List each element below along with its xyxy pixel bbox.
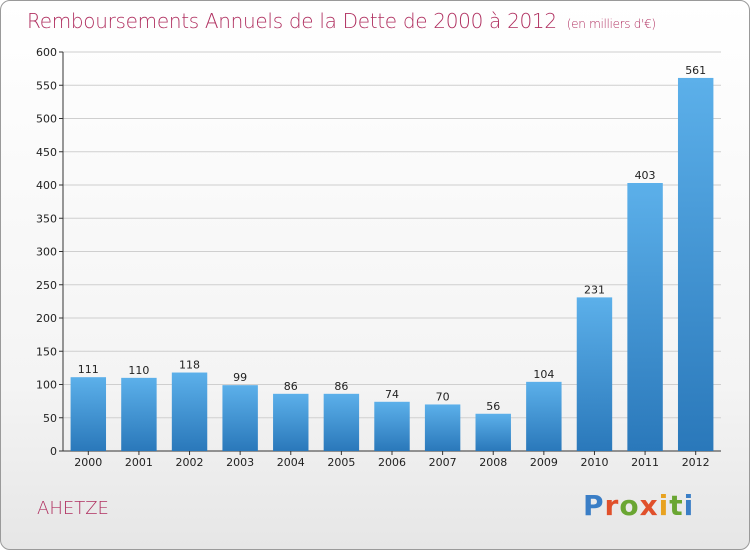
y-tick-label: 500 [36,113,57,126]
commune-name: AHETZE [37,498,109,519]
y-tick-label: 100 [36,379,57,392]
y-tick-label: 250 [36,279,57,292]
y-tick-label: 350 [36,212,57,225]
bar-value-label: 86 [284,380,298,393]
x-tick-label: 2007 [429,456,457,469]
bar [526,381,562,451]
bar-value-label: 561 [685,64,706,77]
x-tick-label: 2006 [378,456,406,469]
x-tick-label: 2011 [631,456,659,469]
bar [627,183,663,451]
bar [171,372,208,451]
bar [677,77,714,451]
y-tick-label: 50 [43,412,57,425]
bars [70,77,714,451]
bar [374,401,410,451]
labels: 0 50 100 150 200 250 300 350 400 450 500 550 600 111 2… [36,46,710,469]
y-tick-label: 200 [36,312,57,325]
bar-value-label: 99 [233,371,247,384]
y-tick-label: 0 [50,445,57,458]
bar [273,393,309,451]
y-tick-label: 150 [36,345,57,358]
bar-value-label: 56 [486,400,500,413]
bar [424,404,461,451]
y-tick-label: 600 [36,46,57,59]
y-tick-label: 450 [36,146,57,159]
x-tick-label: 2012 [682,456,710,469]
x-tick-label: 2004 [277,456,305,469]
bar-value-label: 118 [179,359,200,372]
bar-value-label: 70 [436,390,450,403]
y-tick-label: 400 [36,179,57,192]
x-tick-label: 2005 [327,456,355,469]
bar-value-label: 231 [584,283,605,296]
bar [121,377,157,451]
bar-value-label: 74 [385,388,399,401]
bar [475,413,511,451]
bar-value-label: 86 [334,380,348,393]
x-tick-label: 2002 [176,456,204,469]
chart-title-text: Remboursements Annuels de la Dette de 20… [27,9,557,33]
bar [70,377,107,451]
bar-value-label: 110 [128,364,149,377]
bar [323,393,360,451]
bar [222,385,258,451]
y-tick-label: 300 [36,246,57,259]
x-tick-label: 2010 [580,456,608,469]
chart-title: Remboursements Annuels de la Dette de 20… [27,9,656,33]
x-tick-label: 2008 [479,456,507,469]
bar-value-label: 111 [78,363,99,376]
x-tick-label: 2000 [74,456,102,469]
bar-value-label: 403 [635,169,656,182]
y-tick-label: 550 [36,79,57,92]
x-tick-label: 2003 [226,456,254,469]
chart-unit: (en milliers d'€) [566,17,656,31]
x-tick-label: 2001 [125,456,153,469]
bar [576,297,613,451]
proxiti-logo: Proxiti [583,489,695,522]
bar-value-label: 104 [533,368,554,381]
x-tick-label: 2009 [530,456,558,469]
